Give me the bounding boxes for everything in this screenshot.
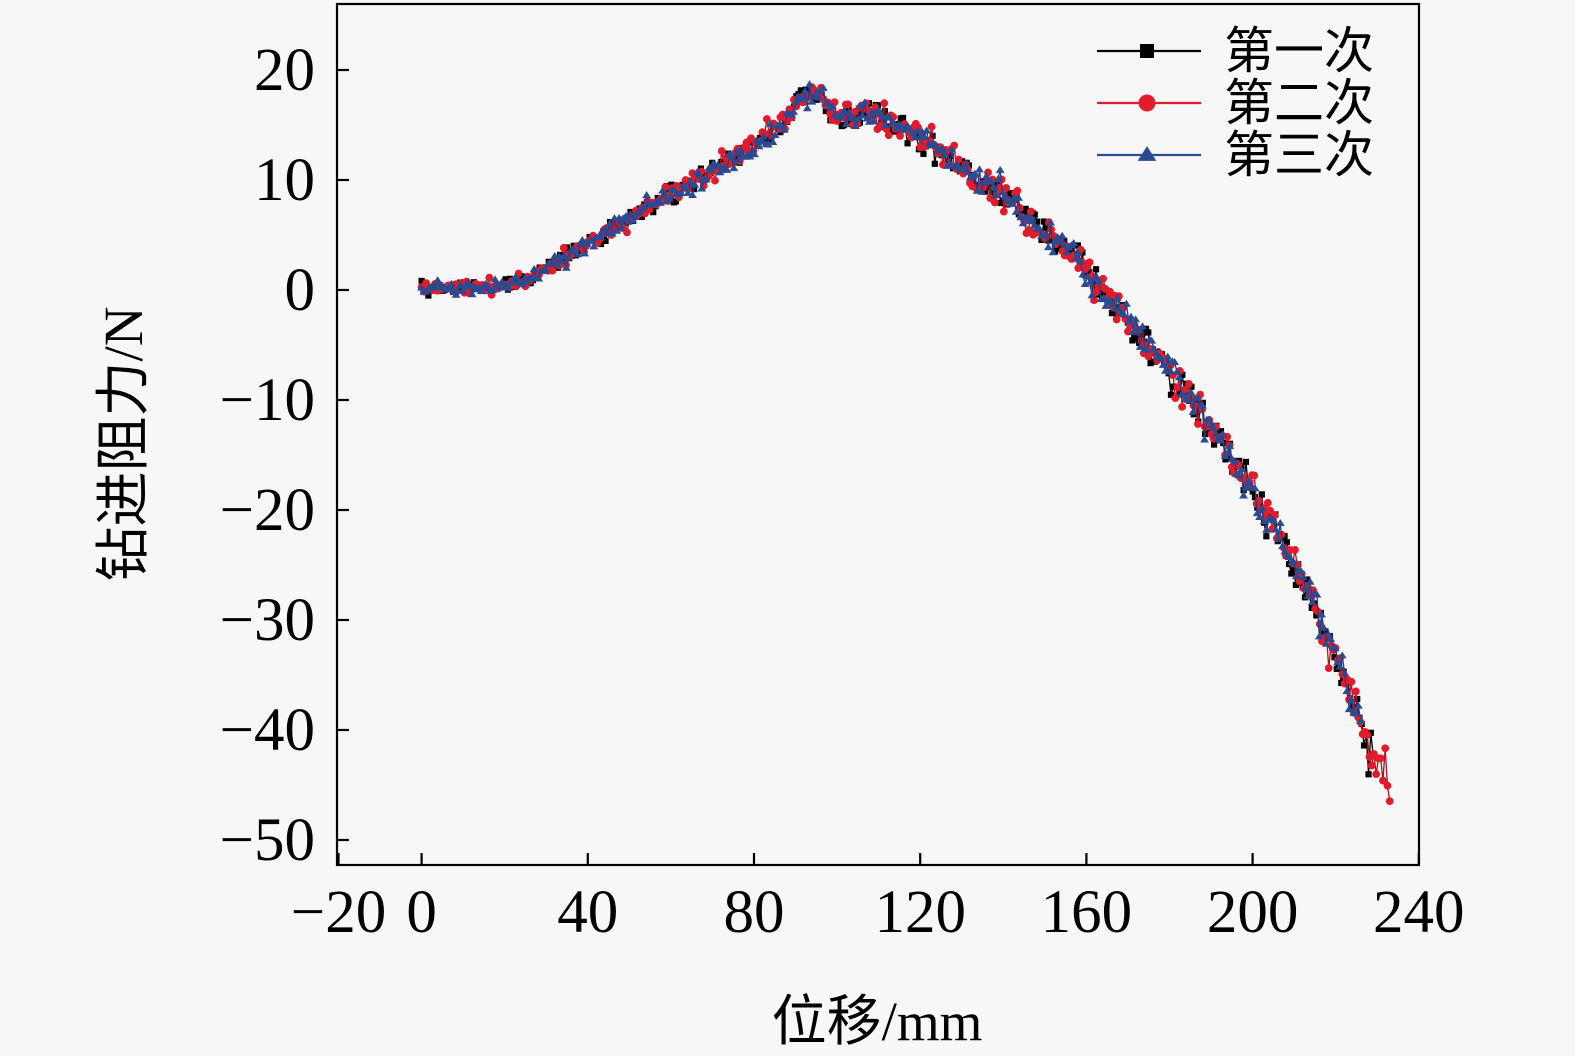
svg-text:−30: −30 (220, 587, 315, 654)
svg-text:−40: −40 (220, 697, 315, 764)
svg-text:240: 240 (1373, 879, 1465, 946)
svg-text:20: 20 (254, 37, 315, 104)
svg-text:第二次: 第二次 (1224, 75, 1374, 131)
svg-text:10: 10 (254, 147, 315, 214)
svg-text:0: 0 (406, 879, 437, 946)
svg-text:−10: −10 (220, 367, 315, 434)
svg-text:−50: −50 (220, 807, 315, 874)
svg-text:200: 200 (1207, 879, 1299, 946)
svg-text:−20: −20 (220, 477, 315, 544)
svg-text:第一次: 第一次 (1224, 23, 1374, 79)
svg-text:40: 40 (557, 879, 618, 946)
svg-text:0: 0 (285, 257, 316, 324)
svg-text:−20: −20 (291, 879, 386, 946)
svg-text:钻进阻力/N: 钻进阻力/N (93, 306, 154, 581)
svg-text:第三次: 第三次 (1224, 127, 1374, 183)
svg-text:120: 120 (874, 879, 966, 946)
svg-text:位移/mm: 位移/mm (772, 991, 983, 1052)
svg-text:160: 160 (1041, 879, 1133, 946)
svg-text:80: 80 (724, 879, 785, 946)
